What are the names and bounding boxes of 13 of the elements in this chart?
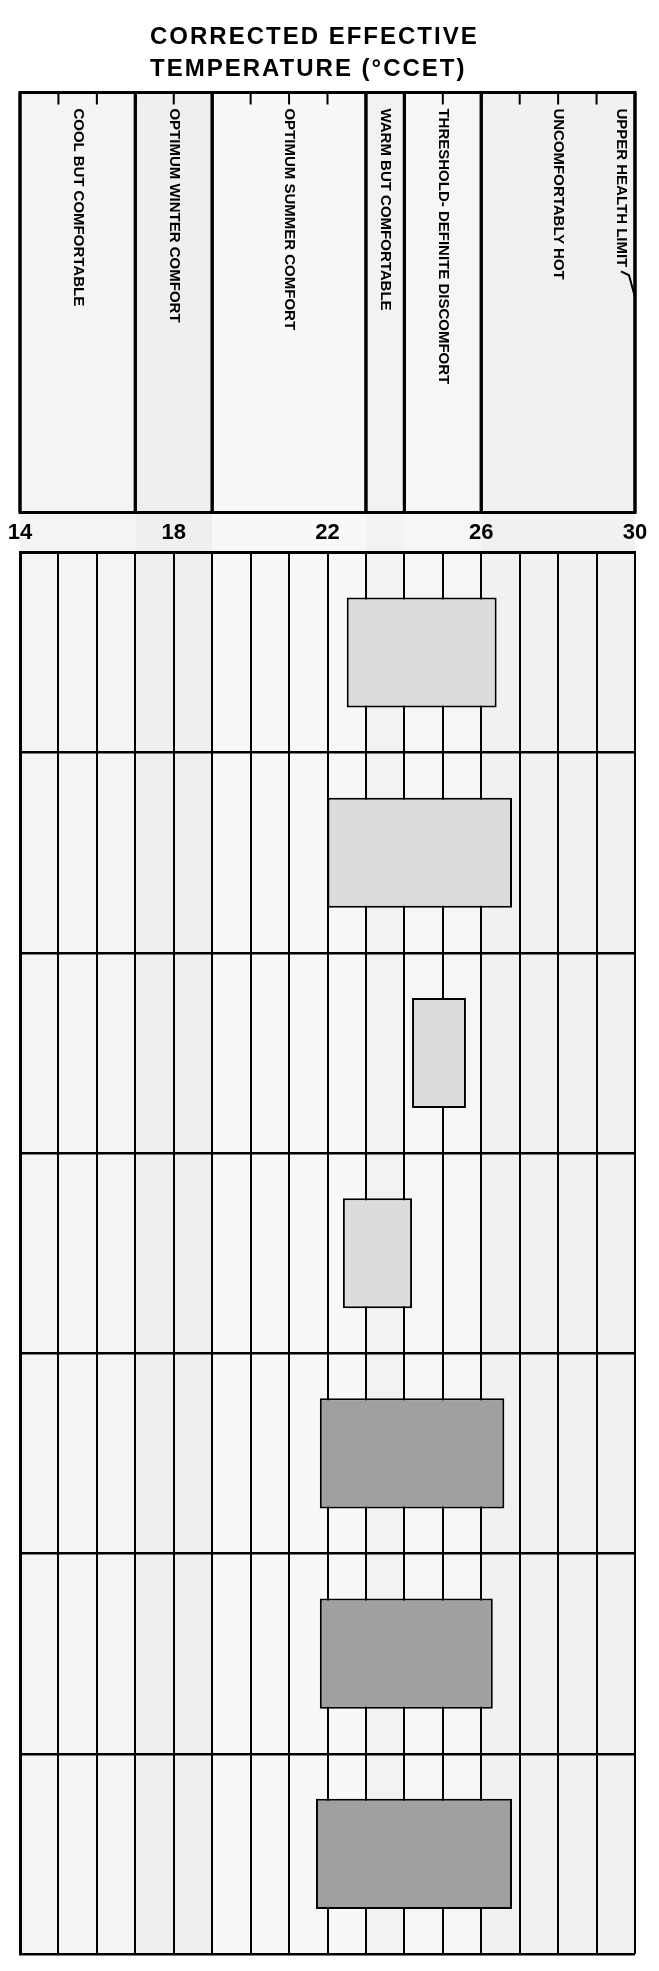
text: UPPER HEALTH LIMIT — [613, 108, 631, 268]
x-tick-label: 30 — [622, 519, 648, 545]
band-label: COOL BUT COMFORTABLE — [70, 108, 88, 307]
x-tick-label: 14 — [7, 519, 33, 545]
x-tick-label: 26 — [469, 519, 494, 545]
band-label: WARM BUT COMFORTABLE — [378, 108, 396, 311]
chart-title: CORRECTED EFFECTIVE TEMPERATURE (°CCET) — [150, 21, 480, 83]
x-tick-label: 18 — [161, 519, 186, 545]
x-tick-label: 22 — [315, 519, 340, 545]
band-label: UNCOMFORTABLY HOT — [550, 108, 568, 280]
band-label: OPTIMUM WINTER COMFORT — [166, 108, 184, 323]
band-label: OPTIMUM SUMMER COMFORT — [281, 108, 299, 331]
band-label: THRESHOLD- DEFINITE DISCOMFORT — [435, 108, 453, 385]
